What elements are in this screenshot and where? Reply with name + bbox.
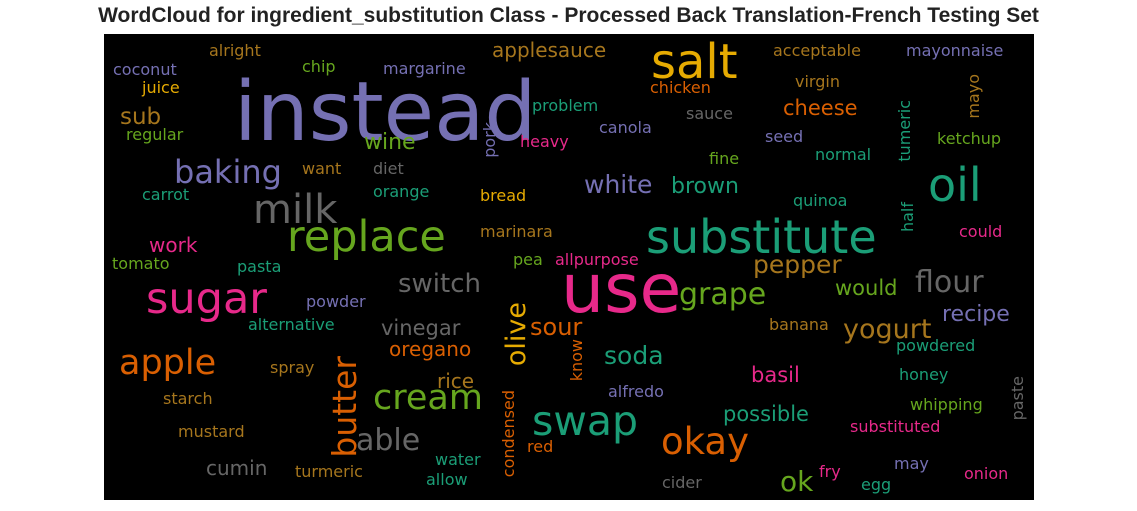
word-sour: sour [530,313,583,341]
word-orange: orange [373,182,430,201]
word-know: know [567,339,586,382]
word-applesauce: applesauce [492,38,607,62]
word-mayo: mayo [964,74,983,119]
word-cider: cider [662,473,702,492]
word-acceptable: acceptable [773,41,861,60]
word-vinegar: vinegar [381,316,461,340]
word-want: want [302,159,342,178]
word-brown: brown [671,174,739,199]
word-allow: allow [426,470,468,489]
word-carrot: carrot [142,185,190,204]
word-marinara: marinara [480,222,553,241]
word-turmeric: turmeric [295,462,363,481]
word-fry: fry [819,462,841,481]
word-olive: olive [501,302,532,367]
word-cream: cream [373,378,483,418]
word-pepper: pepper [753,250,842,279]
word-starch: starch [163,389,213,408]
word-may: may [894,454,929,473]
word-alright: alright [209,41,261,60]
word-coconut: coconut [113,60,177,79]
word-powdered: powdered [896,336,976,355]
word-condensed: condensed [499,390,518,478]
word-spray: spray [270,358,315,377]
word-paste: paste [1008,376,1027,421]
word-rice: rice [437,369,475,393]
word-milk: milk [253,187,338,233]
word-ketchup: ketchup [937,129,1002,148]
word-soda: soda [604,341,664,370]
word-swap: swap [532,397,639,445]
word-heavy: heavy [520,132,569,151]
word-egg: egg [861,475,892,494]
word-cheese: cheese [783,96,858,120]
word-could: could [959,222,1003,241]
word-pork: pork [480,122,499,158]
word-honey: honey [899,365,949,384]
word-sugar: sugar [146,274,267,324]
word-problem: problem [532,96,599,115]
word-apple: apple [119,343,217,383]
word-alfredo: alfredo [608,382,664,401]
word-flour: flour [915,265,984,300]
word-red: red [527,437,554,456]
word-use: use [561,250,682,329]
word-would: would [835,276,898,300]
word-cumin: cumin [206,456,268,480]
word-powder: powder [306,292,366,311]
word-tumeric: tumeric [895,100,914,162]
word-salt: salt [651,34,738,90]
word-white: white [584,170,653,199]
word-work: work [149,233,198,257]
word-yogurt: yogurt [843,314,932,345]
word-virgin: virgin [795,72,840,91]
word-oregano: oregano [389,337,472,361]
word-sauce: sauce [686,104,733,123]
word-ok: ok [780,465,814,498]
word-basil: basil [751,363,800,387]
word-chip: chip [302,57,336,76]
word-oil: oil [928,158,982,212]
word-mayonnaise: mayonnaise [906,41,1004,60]
word-baking: baking [174,153,282,191]
word-seed: seed [765,127,804,146]
word-pasta: pasta [237,257,282,276]
word-fine: fine [709,149,740,168]
word-switch: switch [398,269,482,299]
word-tomato: tomato [112,254,170,273]
word-grape: grape [679,277,767,312]
word-replace: replace [287,212,446,262]
word-canola: canola [599,118,652,137]
word-whipping: whipping [910,395,983,414]
word-allpurpose: allpurpose [555,250,639,269]
word-normal: normal [815,145,872,164]
word-regular: regular [126,125,184,144]
word-pea: pea [513,250,543,269]
word-substitute: substitute [646,210,877,264]
word-substituted: substituted [850,417,941,436]
word-instead: instead [234,65,537,160]
word-sub: sub [120,104,162,130]
word-chicken: chicken [650,78,711,97]
word-water: water [435,450,481,469]
word-diet: diet [373,159,404,178]
word-bread: bread [480,186,527,205]
word-half: half [898,202,917,233]
word-recipe: recipe [942,302,1010,327]
word-juice: juice [142,78,180,97]
word-margarine: margarine [383,59,466,78]
word-okay: okay [661,420,749,463]
word-quinoa: quinoa [793,191,848,210]
chart-title: WordCloud for ingredient_substitution Cl… [98,4,1039,27]
word-banana: banana [769,315,829,334]
word-onion: onion [964,464,1009,483]
word-alternative: alternative [248,315,335,334]
word-able: able [356,423,421,458]
word-possible: possible [723,402,809,426]
word-wine: wine [364,130,416,155]
word-cloud: instead use salt substitute replace suga… [104,34,1034,500]
word-mustard: mustard [178,422,245,441]
